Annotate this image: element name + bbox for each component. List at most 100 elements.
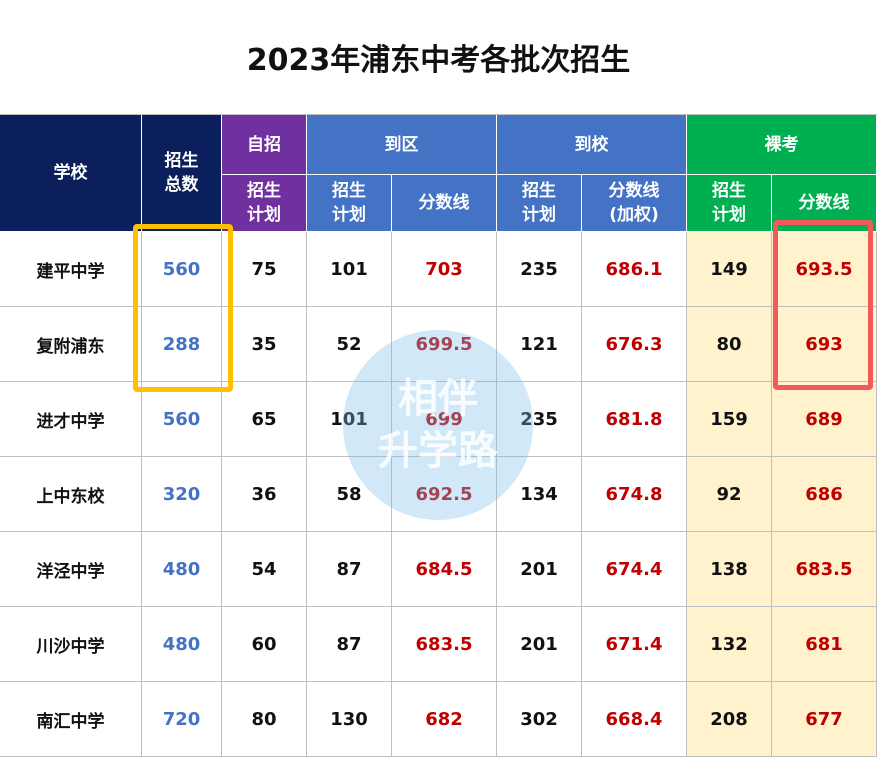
cell-text: 87	[336, 633, 362, 655]
value-cell: 87	[307, 532, 392, 607]
cell-text: 87	[336, 558, 362, 580]
value-cell: 36	[222, 457, 307, 532]
cell-text: 52	[336, 333, 362, 355]
value-cell: 560	[142, 232, 222, 307]
cell-text: 720	[162, 708, 201, 730]
cell-text: 686.1	[605, 258, 663, 280]
cell-text: 693	[805, 333, 843, 355]
header-column: 分数线 (加权)	[582, 175, 687, 232]
cell-text: 674.8	[605, 483, 663, 505]
header-column: 招生 计划	[497, 175, 582, 232]
value-cell: 101	[307, 382, 392, 457]
cell-text: 671.4	[605, 633, 663, 655]
value-cell: 686.1	[582, 232, 687, 307]
cell-text: 65	[251, 408, 277, 430]
title: 2023年浦东中考各批次招生	[0, 0, 877, 115]
cell-text: 54	[251, 558, 277, 580]
cell-text: 招生	[164, 151, 199, 171]
cell-text: 80	[716, 333, 742, 355]
cell-text: 自招	[247, 134, 281, 155]
cell-text: 684.5	[415, 558, 473, 580]
value-cell: 149	[687, 232, 772, 307]
school-name: 川沙中学	[0, 607, 142, 682]
cell-text: 703	[425, 258, 463, 280]
header-group: 到区	[307, 115, 497, 175]
cell-text: 121	[520, 333, 558, 355]
cell-text: 201	[520, 633, 558, 655]
cell-text: 693.5	[795, 258, 853, 280]
cell-text: 复附浦东	[36, 336, 105, 357]
cell-text: 699.5	[415, 333, 473, 355]
cell-text: 686	[805, 483, 843, 505]
cell-text: 计划	[332, 205, 366, 225]
cell-text: 计划	[247, 205, 281, 225]
value-cell: 668.4	[582, 682, 687, 757]
header-group: 自招	[222, 115, 307, 175]
cell-text: 692.5	[415, 483, 473, 505]
value-cell: 686	[772, 457, 877, 532]
school-name: 进才中学	[0, 382, 142, 457]
cell-text: 招生	[247, 181, 281, 201]
value-cell: 720	[142, 682, 222, 757]
school-name: 南汇中学	[0, 682, 142, 757]
cell-text: 学校	[53, 163, 88, 183]
value-cell: 676.3	[582, 307, 687, 382]
value-cell: 681.8	[582, 382, 687, 457]
cell-text: 480	[162, 633, 201, 655]
header-group: 到校	[497, 115, 687, 175]
value-cell: 699	[392, 382, 497, 457]
cell-text: 208	[710, 708, 748, 730]
cell-text: 60	[251, 633, 277, 655]
value-cell: 101	[307, 232, 392, 307]
value-cell: 684.5	[392, 532, 497, 607]
cell-text: 到区	[384, 134, 419, 155]
highlight-box	[773, 220, 873, 390]
value-cell: 75	[222, 232, 307, 307]
value-cell: 208	[687, 682, 772, 757]
header-column: 分数线	[392, 175, 497, 232]
cell-text: 159	[710, 408, 748, 430]
cell-text: 302	[520, 708, 558, 730]
header-school: 学校	[0, 115, 142, 232]
value-cell: 201	[497, 532, 582, 607]
cell-text: 683.5	[415, 633, 473, 655]
cell-text: 235	[520, 408, 558, 430]
cell-text: 到校	[574, 134, 609, 155]
value-cell: 674.4	[582, 532, 687, 607]
header-column: 招生 计划	[222, 175, 307, 232]
cell-text: 560	[162, 258, 201, 280]
cell-text: 560	[162, 408, 201, 430]
value-cell: 121	[497, 307, 582, 382]
value-cell: 671.4	[582, 607, 687, 682]
value-cell: 87	[307, 607, 392, 682]
cell-text: 201	[520, 558, 558, 580]
value-cell: 132	[687, 607, 772, 682]
value-cell: 692.5	[392, 457, 497, 532]
school-name: 建平中学	[0, 232, 142, 307]
value-cell: 159	[687, 382, 772, 457]
cell-text: 58	[336, 483, 362, 505]
value-cell: 130	[307, 682, 392, 757]
cell-text: 668.4	[605, 708, 663, 730]
value-cell: 677	[772, 682, 877, 757]
cell-text: 36	[251, 483, 277, 505]
cell-text: 677	[805, 708, 843, 730]
cell-text: 80	[251, 708, 277, 730]
header-column: 招生 计划	[687, 175, 772, 232]
cell-text: 92	[716, 483, 742, 505]
value-cell: 235	[497, 232, 582, 307]
cell-text: 480	[162, 558, 201, 580]
cell-text: 招生	[522, 181, 556, 201]
cell-text: 682	[425, 708, 463, 730]
cell-text: 招生	[712, 181, 746, 201]
cell-text: 35	[251, 333, 277, 355]
value-cell: 92	[687, 457, 772, 532]
cell-text: 洋泾中学	[36, 561, 105, 582]
value-cell: 60	[222, 607, 307, 682]
cell-text: 总数	[164, 175, 199, 195]
cell-text: 裸考	[764, 134, 799, 155]
value-cell: 80	[222, 682, 307, 757]
cell-text: 建平中学	[36, 261, 105, 282]
cell-text: 134	[520, 483, 558, 505]
